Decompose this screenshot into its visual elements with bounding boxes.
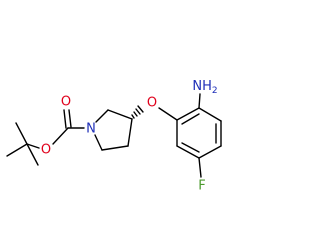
- bond: [198, 157, 202, 178]
- atom-label-main: NH: [192, 79, 212, 94]
- atom-label-subscript: 2: [212, 86, 218, 96]
- hash: [133, 111, 138, 117]
- hash: [137, 105, 144, 113]
- bond: [68, 109, 72, 128]
- bond: [198, 145, 222, 159]
- bond: [181, 142, 200, 153]
- bond: [181, 113, 200, 125]
- atom-label: O: [147, 96, 157, 111]
- bond: [101, 145, 129, 151]
- bond: [95, 109, 109, 123]
- bond: [107, 109, 133, 120]
- hash: [135, 108, 141, 115]
- bonds: [6, 93, 222, 178]
- bond: [198, 107, 222, 122]
- atom-label: N: [86, 122, 96, 137]
- bond: [176, 145, 200, 159]
- bond: [15, 122, 28, 145]
- bond: [176, 107, 200, 121]
- atom-label: F: [198, 179, 205, 194]
- bond: [26, 143, 39, 166]
- molecule-diagram: O O N O NH2 F: [0, 0, 250, 250]
- bond: [127, 118, 133, 147]
- hash: [131, 114, 135, 119]
- background: [0, 0, 250, 250]
- bond: [198, 93, 201, 109]
- bond: [26, 143, 40, 149]
- hashed-bond: [131, 105, 144, 119]
- bond: [63, 109, 67, 129]
- bond: [94, 134, 103, 151]
- atom-label: O: [61, 95, 71, 110]
- atom-label: NH2: [192, 79, 217, 96]
- atom-label: O: [41, 143, 51, 158]
- bond: [6, 143, 28, 157]
- bond: [52, 127, 69, 145]
- bond: [158, 107, 178, 121]
